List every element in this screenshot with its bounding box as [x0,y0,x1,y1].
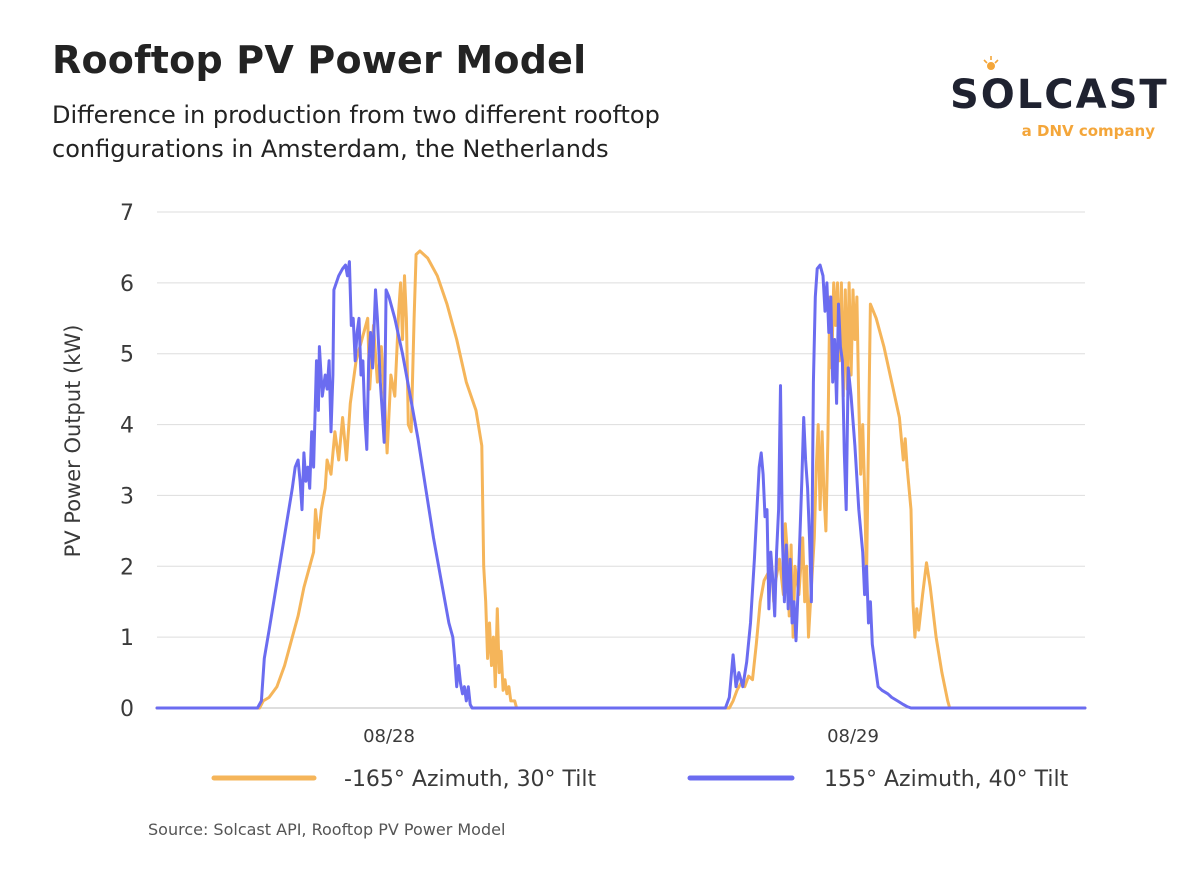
y-tick-label: 4 [120,414,134,439]
y-tick-label: 7 [120,201,134,226]
solcast-logo: SOLCAST a DNV company [950,56,1167,146]
y-tick-label: 6 [120,272,134,297]
series-line-2 [155,260,1087,710]
legend-label: 155° Azimuth, 40° Tilt [824,767,1069,792]
legend: -165° Azimuth, 30° Tilt 155° Azimuth, 40°… [211,767,1069,792]
series-line-1 [155,249,1087,710]
gridlines [157,211,1085,709]
y-tick-label: 1 [120,626,134,651]
y-tick-label: 3 [120,484,134,509]
chart-subtitle: Difference in production from two differ… [52,101,660,163]
legend-label: -165° Azimuth, 30° Tilt [344,767,597,792]
line-chart: 0 1 2 3 4 5 6 7 08/28 08/29 PV Power Output (kW)… [61,201,1087,792]
y-tick-label: 0 [120,697,134,722]
x-tick-label: 08/28 [363,726,415,747]
logo-wordmark: SOLCAST [950,72,1169,118]
y-tick-label: 2 [120,555,134,580]
y-tick-label: 5 [120,343,134,368]
y-axis-label: PV Power Output (kW) [61,325,85,558]
source-note: Source: Solcast API, Rooftop PV Power Mo… [148,820,506,839]
x-tick-label: 08/29 [827,726,879,747]
x-axis-ticks: 08/28 08/29 [363,726,879,747]
sun-icon [983,56,999,70]
series-lines [155,249,1087,710]
logo-tagline: a DNV company [1021,122,1155,140]
chart-title: Rooftop PV Power Model [52,38,587,82]
y-axis-ticks: 0 1 2 3 4 5 6 7 [120,201,134,722]
